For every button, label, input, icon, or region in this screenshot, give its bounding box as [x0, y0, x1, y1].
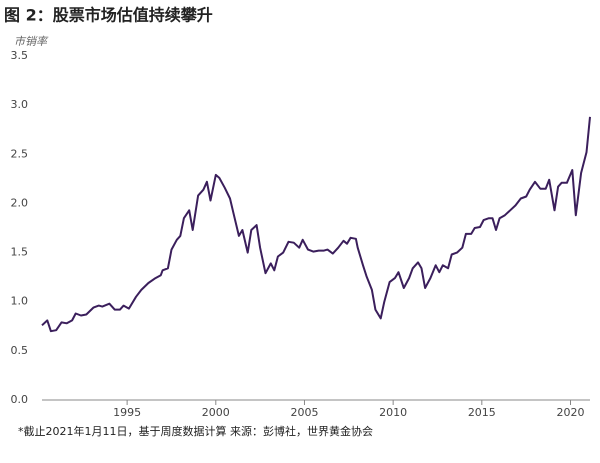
y-tick-label: 0.5	[11, 344, 29, 357]
footnote: *截止2021年1月11日，基于周度数据计算 来源：彭博社，世界黄金协会	[18, 424, 373, 438]
y-tick-label: 3.0	[11, 98, 29, 111]
y-tick-label: 1.0	[11, 295, 29, 308]
x-tick-label: 2020	[556, 406, 584, 419]
data-line	[41, 116, 591, 333]
y-tick-label: 1.5	[11, 246, 29, 259]
x-tick-label: 1995	[113, 406, 141, 419]
chart-title: 图 2：股票市场估值持续攀升	[4, 6, 213, 25]
y-tick-label: 2.0	[11, 196, 29, 209]
x-tick-label: 2015	[468, 406, 496, 419]
y-tick-label: 2.5	[11, 147, 29, 160]
y-tick-label: 3.5	[11, 49, 29, 62]
y-tick-label: 0.0	[11, 393, 29, 406]
x-tick-label: 2005	[290, 406, 318, 419]
x-tick-label: 2010	[379, 406, 407, 419]
y-axis-label: 市销率	[14, 35, 49, 48]
x-tick-label: 2000	[202, 406, 230, 419]
